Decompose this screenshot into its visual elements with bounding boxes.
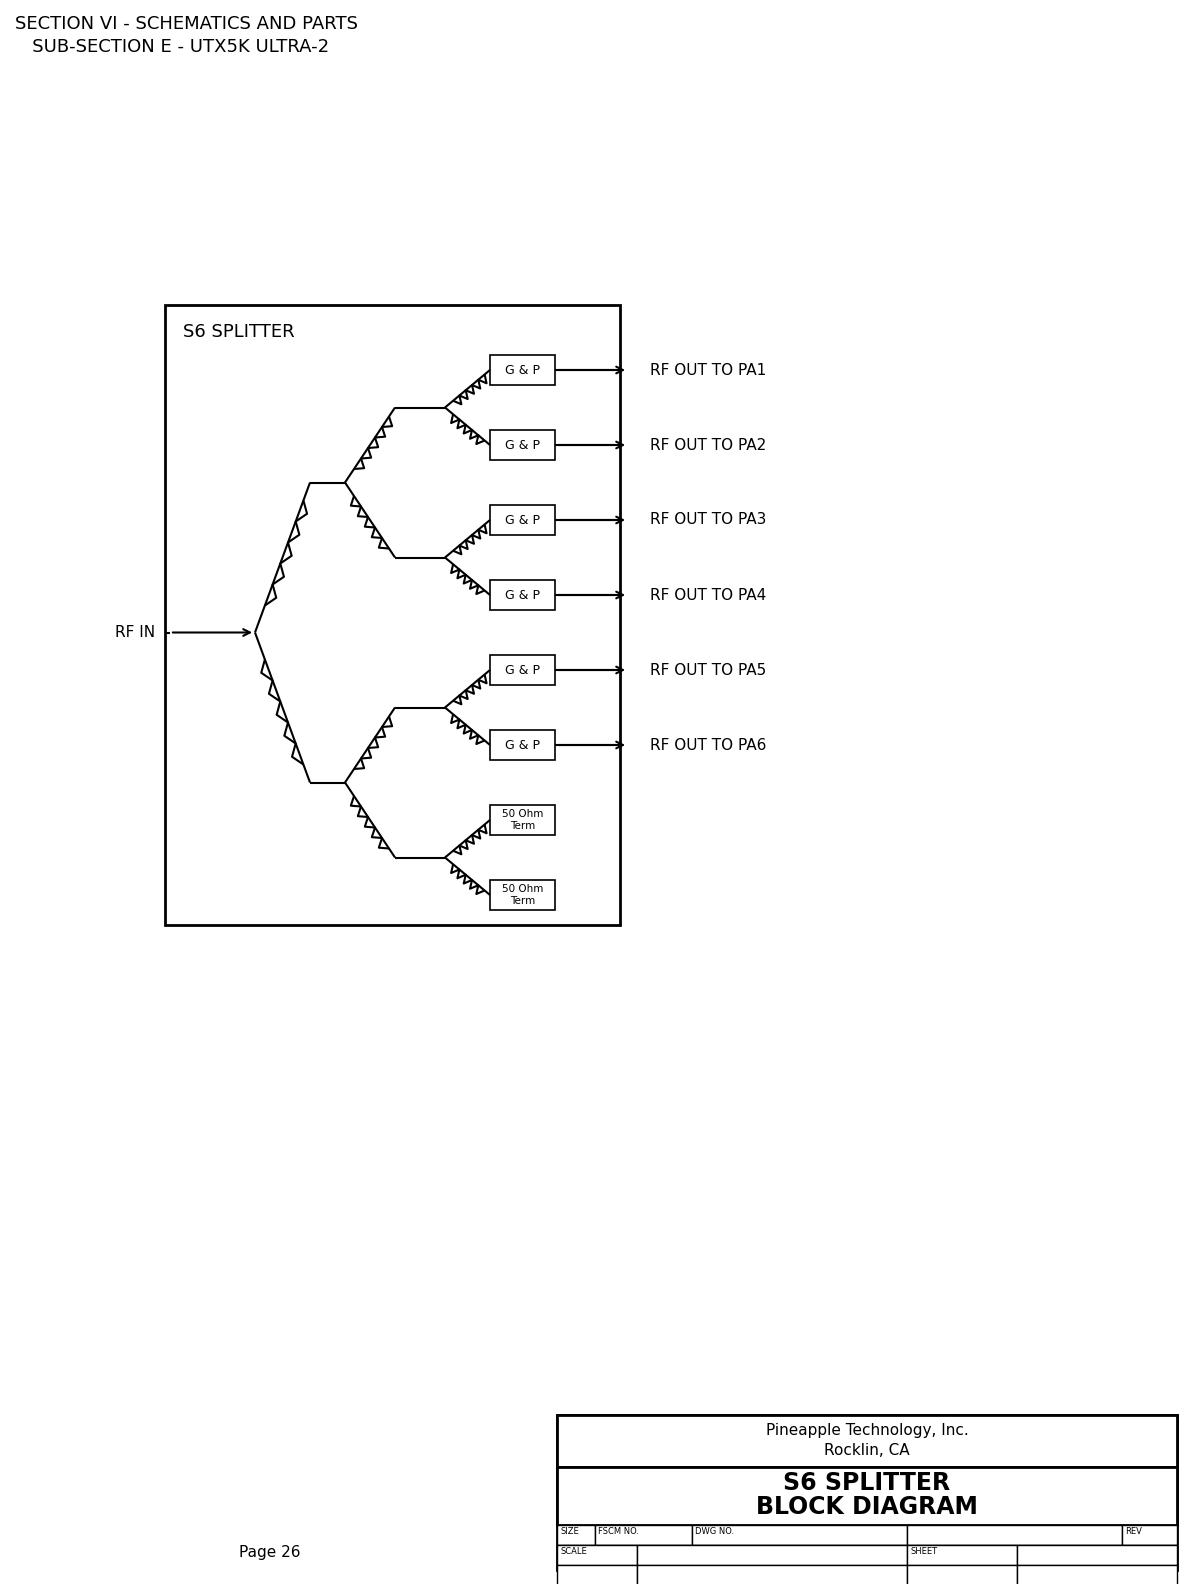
Bar xyxy=(1122,1525,1178,1544)
Bar xyxy=(490,505,556,535)
Text: SUB-SECTION E - UTX5K ULTRA-2: SUB-SECTION E - UTX5K ULTRA-2 xyxy=(15,38,329,55)
Text: RF OUT TO PA5: RF OUT TO PA5 xyxy=(650,662,767,678)
Text: Rocklin, CA: Rocklin, CA xyxy=(824,1443,909,1457)
Text: Pineapple Technology, Inc.: Pineapple Technology, Inc. xyxy=(766,1422,969,1438)
Bar xyxy=(490,805,556,835)
Bar xyxy=(490,881,556,909)
Text: S6 SPLITTER: S6 SPLITTER xyxy=(783,1472,951,1495)
Bar xyxy=(557,1544,595,1570)
Bar xyxy=(490,429,556,459)
Text: REV: REV xyxy=(1125,1527,1142,1536)
Text: FSCM NO.: FSCM NO. xyxy=(598,1527,639,1536)
Text: RF OUT TO PA4: RF OUT TO PA4 xyxy=(650,588,767,602)
Bar xyxy=(557,1525,595,1544)
Text: DWG NO.: DWG NO. xyxy=(696,1527,734,1536)
Bar xyxy=(1017,1544,1178,1565)
Bar xyxy=(557,1544,637,1565)
Bar xyxy=(595,1544,692,1570)
Bar xyxy=(595,1525,692,1544)
Text: G & P: G & P xyxy=(504,439,540,451)
Text: G & P: G & P xyxy=(504,513,540,526)
Text: SCALE: SCALE xyxy=(560,1548,586,1555)
Bar xyxy=(637,1544,907,1565)
Text: G & P: G & P xyxy=(504,363,540,377)
Text: RF OUT TO PA6: RF OUT TO PA6 xyxy=(650,738,767,752)
Text: Page 26: Page 26 xyxy=(240,1544,300,1560)
Bar xyxy=(490,656,556,684)
Bar xyxy=(165,306,620,925)
Bar xyxy=(490,730,556,760)
Text: RF IN: RF IN xyxy=(115,626,155,640)
Bar xyxy=(490,355,556,385)
Text: G & P: G & P xyxy=(504,589,540,602)
Bar xyxy=(907,1544,1017,1565)
Text: G & P: G & P xyxy=(504,738,540,751)
Text: SIZE: SIZE xyxy=(560,1527,579,1536)
Text: RF OUT TO PA1: RF OUT TO PA1 xyxy=(650,363,767,377)
Bar xyxy=(557,1415,1178,1570)
Bar xyxy=(557,1565,637,1584)
Text: 50 Ohm
Term: 50 Ohm Term xyxy=(502,809,544,830)
Bar xyxy=(557,1467,1178,1525)
Bar xyxy=(907,1544,1122,1570)
Text: G & P: G & P xyxy=(504,664,540,676)
Text: SHEET: SHEET xyxy=(910,1548,937,1555)
Text: SECTION VI - SCHEMATICS AND PARTS: SECTION VI - SCHEMATICS AND PARTS xyxy=(15,14,358,33)
Bar xyxy=(692,1544,907,1570)
Bar xyxy=(1017,1565,1178,1584)
Text: S6 SPLITTER: S6 SPLITTER xyxy=(183,323,294,341)
Bar xyxy=(907,1525,1122,1544)
Bar xyxy=(1122,1544,1178,1570)
Text: RF OUT TO PA3: RF OUT TO PA3 xyxy=(650,513,767,527)
Bar xyxy=(490,580,556,610)
Bar xyxy=(637,1565,907,1584)
Bar xyxy=(692,1525,907,1544)
Bar xyxy=(557,1415,1178,1467)
Bar xyxy=(907,1565,1017,1584)
Text: RF OUT TO PA2: RF OUT TO PA2 xyxy=(650,437,767,453)
Text: 50 Ohm
Term: 50 Ohm Term xyxy=(502,884,544,906)
Text: BLOCK DIAGRAM: BLOCK DIAGRAM xyxy=(756,1495,978,1519)
